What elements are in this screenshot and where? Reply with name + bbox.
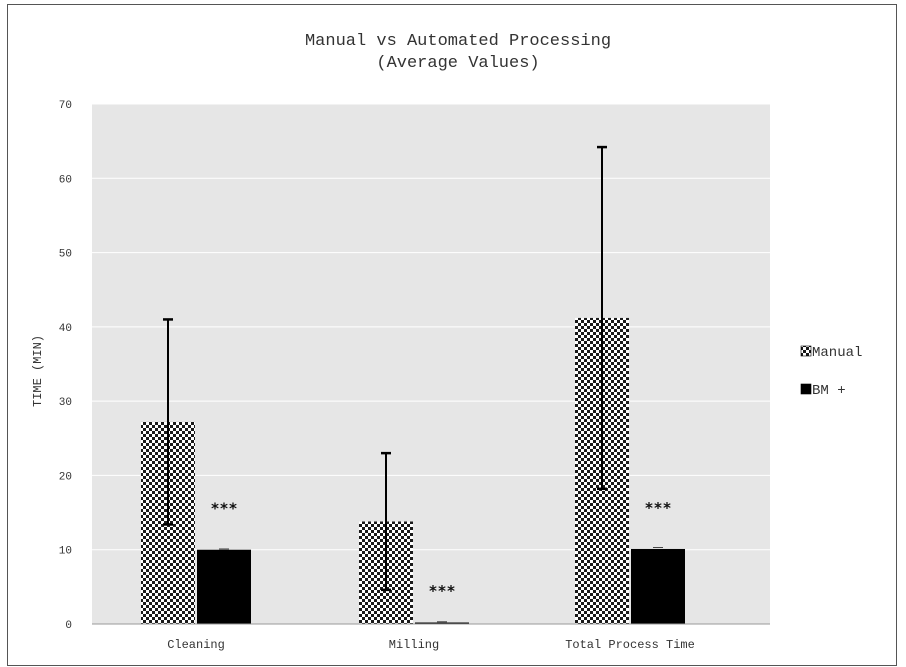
legend-label: Manual xyxy=(812,345,862,361)
y-tick-label: 0 xyxy=(65,620,72,632)
y-tick-label: 70 xyxy=(59,100,72,112)
y-tick-label: 50 xyxy=(59,249,72,261)
x-category-label: Total Process Time xyxy=(565,638,695,652)
y-tick-label: 20 xyxy=(59,471,72,483)
error-bars xyxy=(163,145,663,623)
legend-label: BM + xyxy=(812,383,846,399)
bar xyxy=(415,622,469,624)
significance-mark: *** xyxy=(210,500,237,518)
legend: Manual BM + xyxy=(800,345,862,399)
chart-subtitle: (Average Values) xyxy=(376,54,539,73)
significance-marks: *** *** *** xyxy=(210,499,671,600)
y-axis-title: TIME (MIN) xyxy=(31,335,45,407)
y-axis-ticks: 0 10 20 30 40 50 60 70 xyxy=(59,100,72,632)
chart-title: Manual vs Automated Processing xyxy=(305,32,611,51)
legend-swatch xyxy=(800,345,812,357)
significance-mark: *** xyxy=(644,499,671,517)
significance-mark: *** xyxy=(428,582,455,600)
y-tick-label: 60 xyxy=(59,174,72,186)
y-tick-label: 10 xyxy=(59,546,72,558)
legend-swatch xyxy=(800,383,812,395)
plot-area xyxy=(92,104,770,624)
bar xyxy=(197,549,251,624)
bar xyxy=(631,548,685,624)
chart-frame: Manual vs Automated Processing (Average … xyxy=(7,4,897,666)
y-tick-label: 30 xyxy=(59,397,72,409)
y-tick-label: 40 xyxy=(59,323,72,335)
chart: Manual vs Automated Processing (Average … xyxy=(31,32,862,652)
x-axis-categories: Cleaning Milling Total Process Time xyxy=(167,638,695,652)
x-category-label: Cleaning xyxy=(167,638,225,652)
x-category-label: Milling xyxy=(389,638,439,652)
